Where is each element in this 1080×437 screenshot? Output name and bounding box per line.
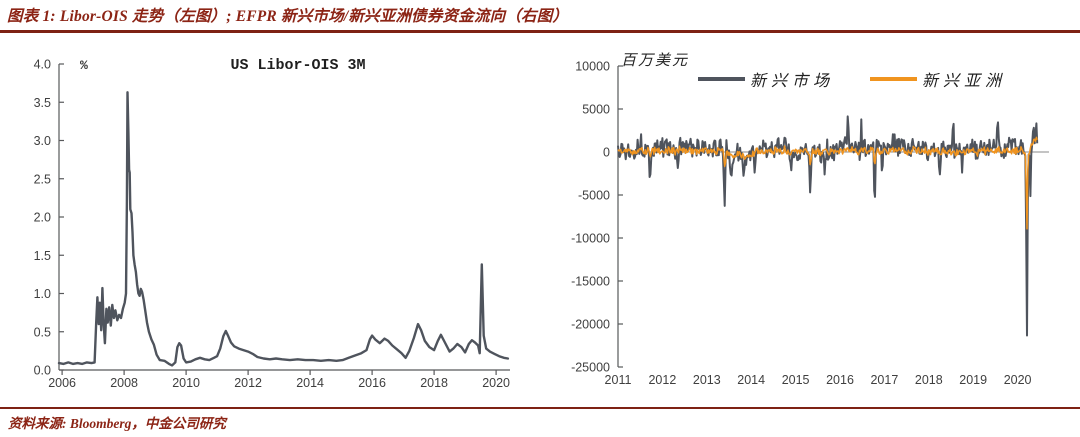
fund-flow-plot-area: 1000050000-5000-10000-15000-20000-250002… [571, 60, 1049, 387]
asia-flow-line [617, 136, 1038, 230]
em-legend-swatch [698, 77, 745, 81]
x-tick-label: 2011 [605, 373, 632, 387]
x-tick-label: 2014 [296, 376, 324, 390]
x-tick-label: 2019 [959, 373, 987, 387]
y-tick-label: -10000 [571, 232, 610, 246]
x-tick-label: 2015 [782, 373, 810, 387]
libor-ois-plot-area: 0.0 0.5 1.0 1.5 2.0 2.5 3.0 3.5 4.0 2006 2008 2010 2… [34, 58, 510, 391]
y-tick-label: -15000 [571, 275, 610, 289]
x-tick-label: 2010 [172, 376, 200, 390]
source-note: 资料来源: Bloomberg，中金公司研究 [8, 416, 226, 431]
title-divider [0, 30, 1080, 33]
figure-title: 图表 1: Libor-OIS 走势（左图）; EFPR 新兴市场/新兴亚洲债券… [7, 8, 569, 25]
x-tick-label: 2012 [648, 373, 676, 387]
left-y-unit-label: % [80, 58, 88, 73]
asia-legend-swatch [870, 77, 918, 81]
y-tick-label: -25000 [571, 361, 610, 375]
libor-ois-chart: % US Libor-OIS 3M 0.0 0.5 1.0 1.5 2.0 2.5 3.0 3… [18, 46, 523, 402]
y-tick-label: -20000 [571, 318, 610, 332]
y-tick-label: 3.5 [34, 96, 51, 110]
y-tick-label: 0.0 [34, 364, 51, 378]
left-chart-title: US Libor-OIS 3M [230, 57, 366, 74]
x-tick-label: 2017 [870, 373, 898, 387]
right-y-unit-label: 百万美元 [621, 53, 690, 69]
x-tick-label: 2018 [915, 373, 943, 387]
y-tick-label: -5000 [578, 189, 610, 203]
libor-ois-line [57, 91, 510, 367]
legend: 新兴市场 新兴亚洲 [698, 67, 1006, 91]
x-tick-label: 2020 [482, 376, 510, 390]
x-tick-label: 2013 [693, 373, 721, 387]
y-tick-label: 10000 [575, 60, 610, 74]
x-tick-label: 2008 [110, 376, 138, 390]
fund-flow-chart: 百万美元 新兴市场 新兴亚洲 10000 5000 0 -5000 -10000 -150… [558, 46, 1080, 402]
x-tick-label: 2016 [358, 376, 386, 390]
y-tick-label: 4.0 [34, 58, 51, 72]
y-tick-label: 0.5 [34, 325, 51, 339]
y-tick-label: 3.0 [34, 134, 51, 148]
em-flow-line [617, 115, 1039, 337]
y-tick-label: 2.5 [34, 172, 51, 186]
y-tick-label: 5000 [582, 103, 610, 117]
x-tick-label: 2020 [1004, 373, 1032, 387]
y-tick-label: 0 [603, 146, 610, 160]
x-tick-label: 2012 [234, 376, 262, 390]
x-tick-label: 2006 [48, 376, 76, 390]
x-tick-label: 2018 [420, 376, 448, 390]
legend-asia-label: 新兴亚洲 [922, 73, 1007, 90]
footer-divider [0, 407, 1080, 409]
y-tick-label: 1.0 [34, 287, 51, 301]
y-tick-label: 1.5 [34, 249, 51, 263]
legend-em-label: 新兴市场 [750, 73, 835, 90]
x-tick-label: 2016 [826, 373, 854, 387]
y-tick-label: 2.0 [34, 211, 51, 225]
x-tick-label: 2014 [737, 373, 765, 387]
